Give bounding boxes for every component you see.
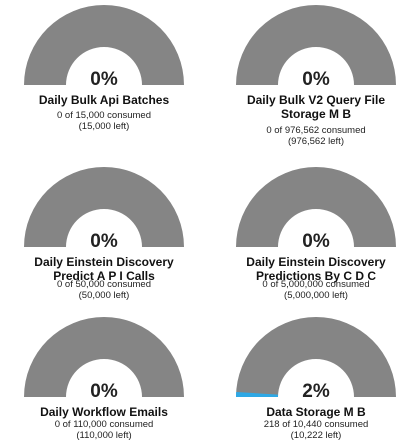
gauge-percent: 0% xyxy=(302,69,330,90)
gauge-track xyxy=(236,5,396,85)
gauge-remaining: (10,222 left) xyxy=(290,430,342,441)
gauge-title: Data Storage M B xyxy=(266,405,366,419)
gauge-remaining: (110,000 left) xyxy=(76,430,132,441)
gauge-card-daily-workflow-emails[interactable]: 0% Daily Workflow Emails 0 of 110,000 co… xyxy=(6,313,202,445)
gauge-percent: 0% xyxy=(302,231,330,252)
gauge-title: Daily Bulk V2 Query File Storage M B xyxy=(246,93,386,121)
gauge-title: Daily Einstein Discovery Predict A P I C… xyxy=(34,255,174,283)
gauge-consumed: 0 of 50,000 consumed xyxy=(56,279,151,290)
gauge-percent: 0% xyxy=(90,381,118,402)
gauge-card-data-storage-mb[interactable]: 2% Data Storage M B 218 of 10,440 consum… xyxy=(218,313,408,445)
gauge-title: Daily Bulk Api Batches xyxy=(38,93,170,107)
gauge-percent: 0% xyxy=(90,231,118,252)
gauge-chart xyxy=(236,5,396,85)
gauge-remaining: (15,000 left) xyxy=(78,121,130,132)
gauge-chart xyxy=(24,317,184,397)
gauge-chart xyxy=(236,167,396,247)
gauge-consumed: 0 of 110,000 consumed xyxy=(54,419,154,430)
gauge-card-daily-bulk-api-batches[interactable]: 0% Daily Bulk Api Batches 0 of 15,000 co… xyxy=(6,1,202,141)
gauge-remaining: (976,562 left) xyxy=(288,136,344,147)
gauge-track xyxy=(24,5,184,85)
gauge-title: Daily Einstein Discovery Predictions By … xyxy=(246,255,386,283)
gauge-card-daily-einstein-discovery-predict-api-calls[interactable]: 0% Daily Einstein Discovery Predict A P … xyxy=(6,163,202,308)
gauge-track xyxy=(236,167,396,247)
gauge-track xyxy=(24,317,184,397)
gauge-percent: 2% xyxy=(302,381,330,402)
gauge-fill xyxy=(236,391,279,397)
gauge-consumed: 0 of 15,000 consumed xyxy=(56,110,151,121)
gauge-chart xyxy=(24,5,184,85)
gauge-track xyxy=(236,317,396,397)
gauge-chart xyxy=(236,317,396,397)
gauge-title: Daily Workflow Emails xyxy=(40,405,168,419)
gauge-card-daily-bulk-v2-query-file-storage[interactable]: 0% Daily Bulk V2 Query File Storage M B … xyxy=(218,1,408,151)
gauge-consumed: 0 of 976,562 consumed xyxy=(266,125,366,136)
gauge-consumed: 218 of 10,440 consumed xyxy=(263,419,369,430)
gauge-remaining: (5,000,000 left) xyxy=(284,290,348,301)
gauge-remaining: (50,000 left) xyxy=(78,290,130,301)
gauge-track xyxy=(24,167,184,247)
gauge-consumed: 0 of 5,000,000 consumed xyxy=(262,279,370,290)
gauge-card-daily-einstein-discovery-predictions-by-cdc[interactable]: 0% Daily Einstein Discovery Predictions … xyxy=(218,163,408,308)
gauge-chart xyxy=(24,167,184,247)
gauge-percent: 0% xyxy=(90,69,118,90)
